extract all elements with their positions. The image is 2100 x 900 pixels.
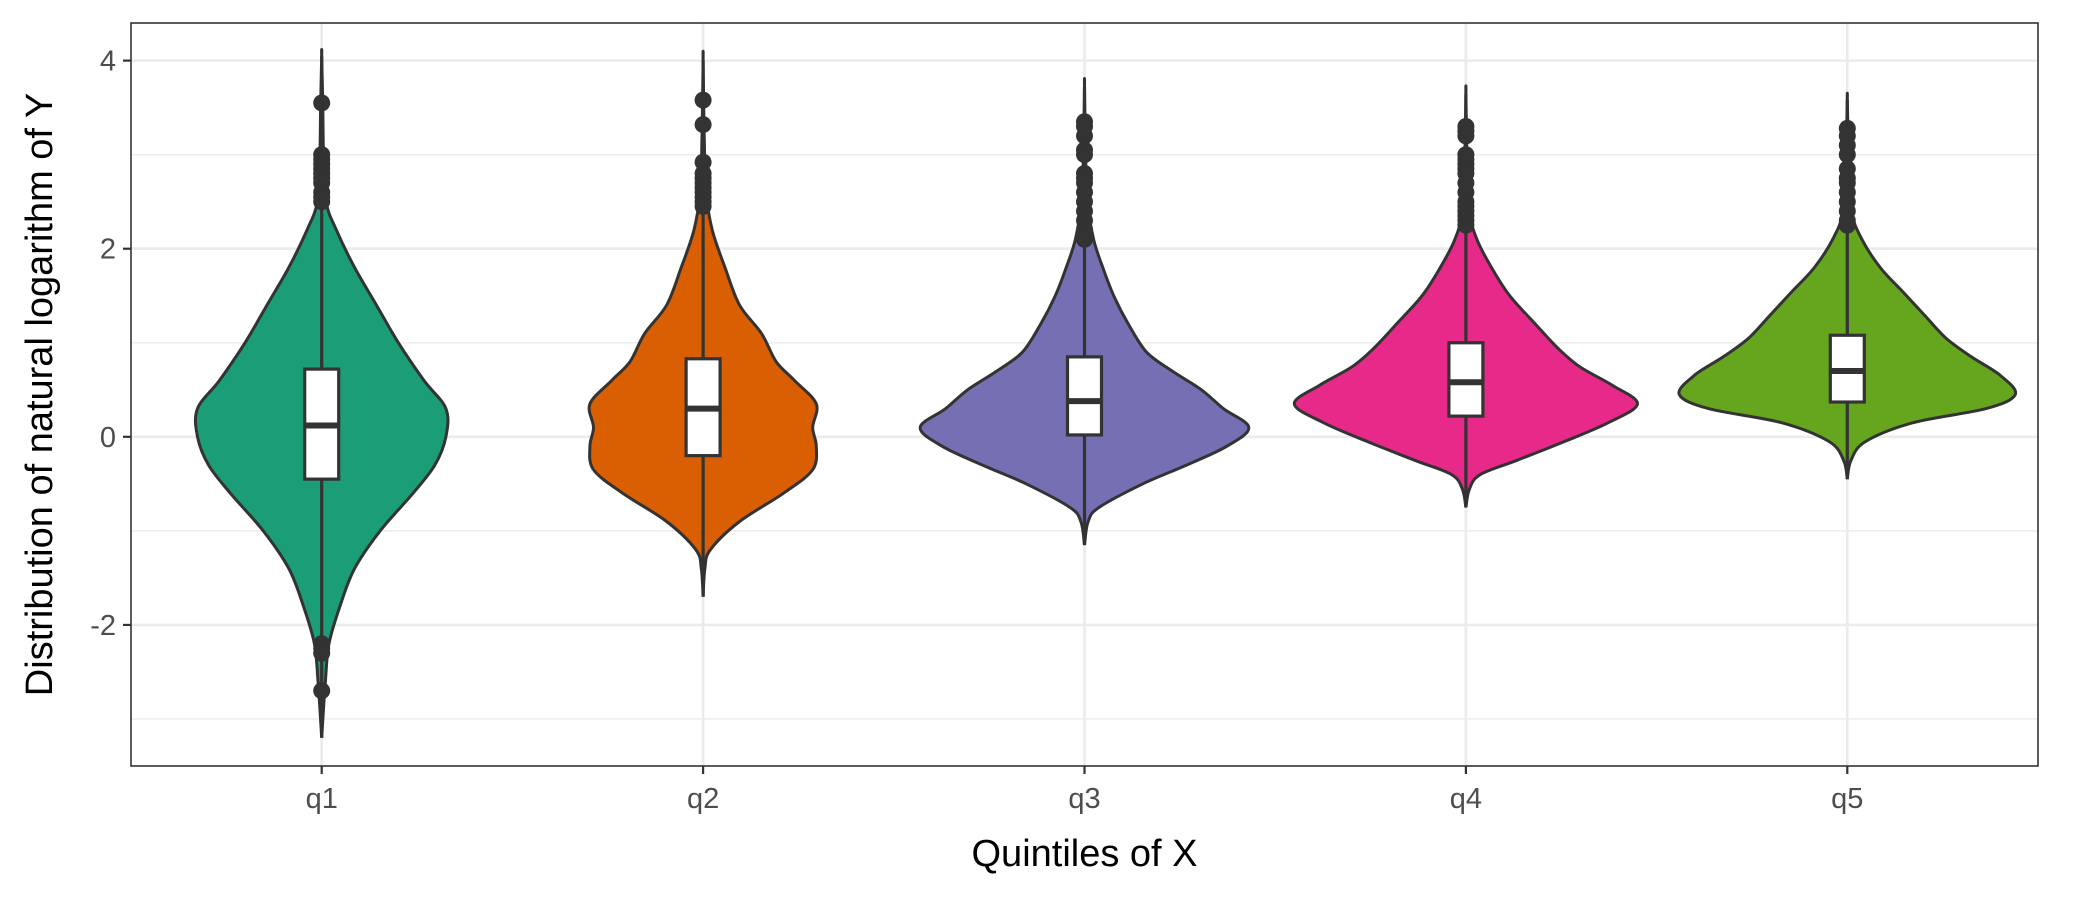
x-tick-label: q1: [306, 783, 338, 815]
outlier-point-q4: [1457, 216, 1475, 234]
violin-group-q2: [587, 49, 819, 597]
outlier-point-q2: [694, 116, 712, 134]
x-tick-label: q3: [1068, 783, 1100, 815]
violin-group-q4: [1292, 84, 1639, 508]
outlier-point-q1: [313, 193, 331, 211]
outlier-point-q5: [1838, 146, 1856, 164]
outlier-point-q3: [1076, 146, 1093, 164]
y-tick-label: 4: [100, 46, 116, 78]
x-axis-title: Quintiles of X: [972, 833, 1198, 875]
violin-group-q5: [1677, 91, 2018, 480]
violin-group-q3: [918, 77, 1251, 546]
outlier-point-q4: [1457, 127, 1475, 145]
violin-group-q1: [193, 47, 450, 738]
outlier-point-q1: [313, 644, 331, 662]
y-tick-label: -2: [90, 610, 116, 642]
outlier-point-q2: [694, 197, 712, 215]
box-q3: [1065, 355, 1104, 437]
outlier-point-q1: [313, 682, 331, 700]
y-tick-label: 2: [100, 234, 116, 266]
y-tick-label: 0: [100, 422, 116, 454]
outlier-point-q3: [1076, 127, 1093, 145]
x-tick-label: q5: [1831, 783, 1863, 815]
outlier-point-q5: [1838, 216, 1856, 234]
x-tick-label: q4: [1450, 783, 1482, 815]
y-axis-title: Distribution of natural logarithm of Y: [19, 93, 61, 696]
x-tick-label: q2: [687, 783, 719, 815]
outlier-point-q1: [313, 94, 331, 112]
outlier-point-q3: [1076, 230, 1093, 248]
outlier-point-q2: [694, 91, 712, 109]
violins: [193, 47, 2018, 738]
axes: -2 0 2 4 q1 q2 q3 q4 q5: [90, 46, 1863, 815]
